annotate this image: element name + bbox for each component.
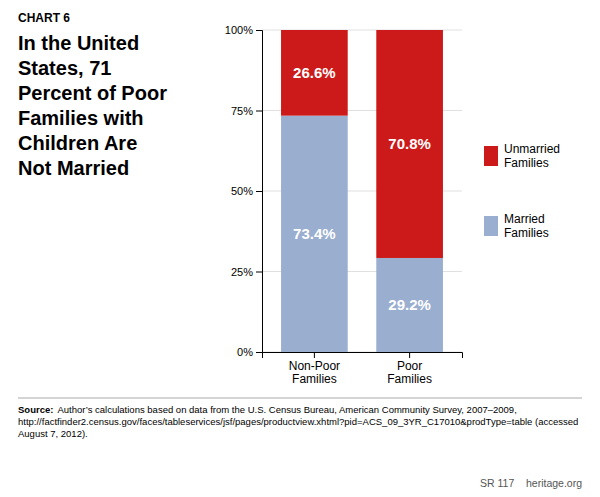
- bar: [281, 116, 348, 352]
- y-tick: 0%: [237, 346, 262, 358]
- y-tick: 75%: [231, 105, 262, 117]
- y-tick-mark: [256, 111, 262, 112]
- chart: CHART 6 In the UnitedStates, 71Percent of…: [0, 0, 600, 497]
- legend-label: MarriedFamilies: [504, 212, 549, 240]
- x-tick-label: Non-PoorFamilies: [289, 359, 340, 387]
- legend: UnmarriedFamilies MarriedFamilies: [484, 142, 560, 240]
- legend-swatch: [484, 146, 498, 166]
- y-tick-mark: [256, 191, 262, 192]
- title: In the UnitedStates, 71Percent of PoorFa…: [18, 32, 167, 179]
- source-text: Author’s calculations based on data from…: [18, 404, 578, 439]
- legend-label: UnmarriedFamilies: [504, 142, 560, 170]
- data-label: 70.8%: [388, 135, 431, 152]
- y-axis-line: [256, 31, 263, 353]
- x-tick: Non-PoorFamilies: [289, 352, 340, 386]
- bar: [376, 258, 443, 352]
- y-tick-label: 50%: [231, 185, 253, 197]
- x-axis: Non-PoorFamilies PoorFamilies: [263, 352, 463, 386]
- y-tick-label: 25%: [231, 266, 253, 278]
- y-tick-mark: [256, 30, 262, 31]
- x-tick-mark: [314, 352, 315, 358]
- y-tick: 100%: [225, 24, 262, 36]
- y-tick-label: 0%: [237, 346, 253, 358]
- data-label: 29.2%: [388, 296, 431, 313]
- y-tick-label: 75%: [231, 105, 253, 117]
- x-tick-label: PoorFamilies: [387, 359, 432, 387]
- chart-label: CHART 6: [18, 11, 70, 25]
- data-label: 73.4%: [293, 225, 336, 242]
- x-tick: PoorFamilies: [387, 352, 432, 386]
- divider: [18, 398, 582, 399]
- y-axis: 0% 25% 50% 75% 100%: [225, 24, 263, 358]
- data-label: 26.6%: [293, 64, 336, 81]
- y-tick: 25%: [231, 266, 262, 278]
- source-label: Source:: [18, 404, 53, 415]
- x-axis-line: [263, 353, 463, 359]
- grid: [262, 30, 462, 352]
- bar: [376, 30, 443, 258]
- x-tick-mark: [409, 352, 410, 358]
- y-tick-mark: [256, 272, 262, 273]
- legend-swatch: [484, 216, 498, 236]
- data-labels: 73.4% 29.2% 26.6% 70.8%: [293, 64, 431, 313]
- bar: [281, 30, 348, 116]
- y-tick-mark: [256, 352, 262, 353]
- bars: [281, 30, 443, 352]
- y-tick-label: 100%: [225, 24, 253, 36]
- y-tick: 50%: [231, 185, 262, 197]
- footer: SR 117 heritage.org: [480, 477, 582, 489]
